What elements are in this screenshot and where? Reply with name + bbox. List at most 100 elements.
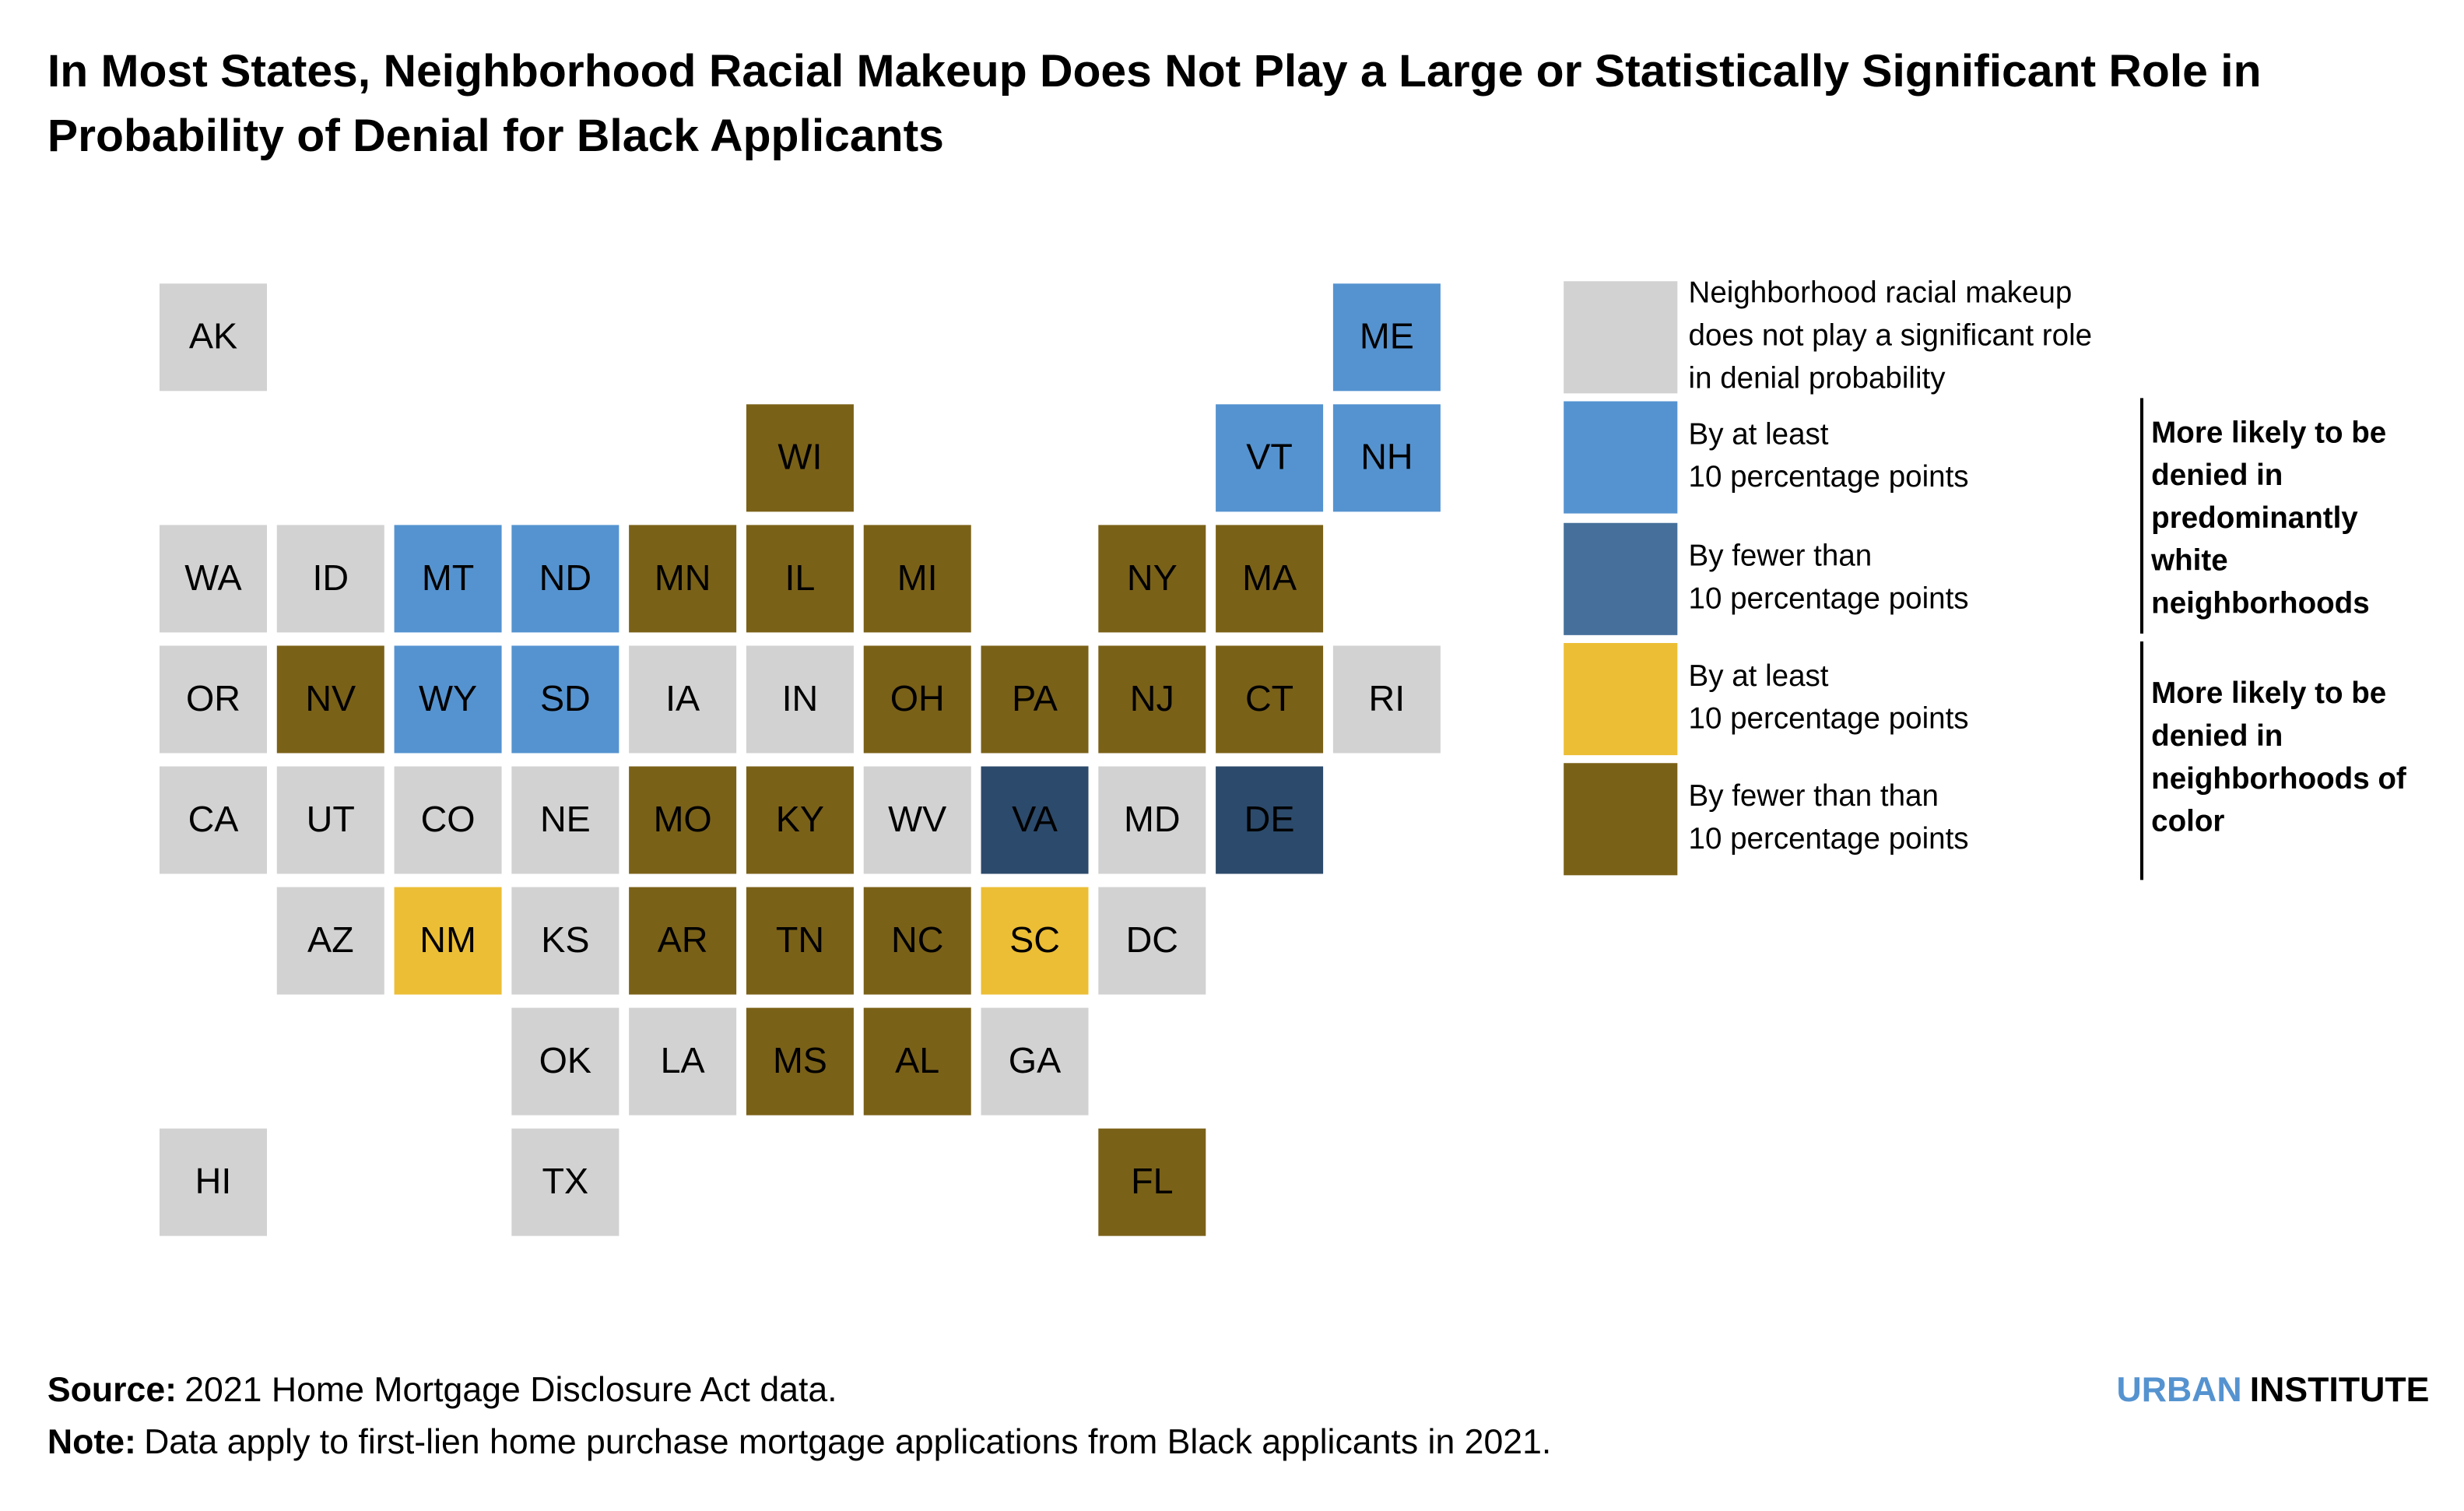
state-label: OH <box>890 678 945 719</box>
state-tile <box>276 645 384 754</box>
state-label: AZ <box>307 919 354 960</box>
state-label: OR <box>186 678 240 719</box>
group-label: predominantly <box>2151 501 2358 535</box>
state-label: OK <box>539 1040 591 1081</box>
state-label: PA <box>1012 678 1058 719</box>
state-label: CT <box>1245 678 1293 719</box>
state-label: MA <box>1242 557 1297 598</box>
source-label: Source: <box>47 1371 177 1409</box>
state-tile <box>629 887 737 995</box>
state-label: NC <box>891 919 943 960</box>
group-label: white <box>2150 544 2228 578</box>
legend-label: 10 percentage points <box>1689 582 1969 615</box>
state-tile <box>863 887 971 995</box>
state-label: KY <box>776 799 824 839</box>
legend-label: By fewer than <box>1689 539 1873 573</box>
source-text: 2021 Home Mortgage Disclosure Act data. <box>184 1371 837 1409</box>
state-label: WY <box>419 678 477 719</box>
state-label: AL <box>895 1040 939 1081</box>
group-label: denied in <box>2151 459 2283 492</box>
title: Probability of Denial for Black Applican… <box>47 111 944 161</box>
state-label: MS <box>773 1040 827 1081</box>
state-tile <box>629 1007 737 1116</box>
state-tile <box>629 766 737 874</box>
state-tile <box>394 525 502 633</box>
state-tile <box>394 645 502 754</box>
state-tile <box>159 645 267 754</box>
state-label: AR <box>658 919 708 960</box>
state-tile <box>159 766 267 874</box>
state-tile <box>1216 766 1324 874</box>
state-tile <box>1332 404 1441 512</box>
state-label: SC <box>1009 919 1060 960</box>
state-label: UT <box>307 799 355 839</box>
state-tile <box>746 645 854 754</box>
state-tile <box>629 525 737 633</box>
state-tile <box>159 1128 267 1236</box>
state-tile <box>981 887 1089 995</box>
state-label: ID <box>312 557 349 598</box>
legend-label: By at least <box>1689 417 1829 451</box>
state-label: NE <box>540 799 591 839</box>
state-tile <box>629 645 737 754</box>
state-label: VA <box>1012 799 1058 839</box>
state-label: WI <box>777 437 822 477</box>
note-text: Data apply to first-lien home purchase m… <box>144 1423 1551 1461</box>
legend-label: 10 percentage points <box>1689 702 1969 736</box>
state-label: MO <box>654 799 712 839</box>
legend-swatch <box>1564 763 1678 876</box>
state-label: IN <box>782 678 819 719</box>
legend-label: 10 percentage points <box>1689 460 1969 494</box>
legend-swatch <box>1564 281 1678 394</box>
state-label: DC <box>1126 919 1178 960</box>
state-tile <box>1332 645 1441 754</box>
state-tile <box>159 283 267 392</box>
state-tile <box>981 645 1089 754</box>
legend-swatch <box>1564 401 1678 514</box>
state-tile <box>276 887 384 995</box>
note: Note: Data apply to first-lien home purch… <box>47 1423 1551 1461</box>
state-tile <box>863 766 971 874</box>
state-tile <box>394 766 502 874</box>
state-label: DE <box>1244 799 1295 839</box>
state-tile <box>981 1007 1089 1116</box>
legend-label: 10 percentage points <box>1689 822 1969 856</box>
legend-label: does not play a significant role <box>1689 318 2093 352</box>
state-tile <box>511 525 620 633</box>
state-label: ME <box>1360 316 1414 357</box>
legend-swatch <box>1564 522 1678 635</box>
state-tile <box>981 766 1089 874</box>
source: Source: 2021 Home Mortgage Disclosure Act… <box>47 1371 837 1409</box>
legend-swatch <box>1564 643 1678 756</box>
state-tile <box>746 766 854 874</box>
state-tile <box>159 525 267 633</box>
logo-second: INSTITUTE <box>2250 1371 2430 1409</box>
state-label: GA <box>1009 1040 1062 1081</box>
state-label: VT <box>1246 437 1293 477</box>
state-tile <box>511 1128 620 1236</box>
state-label: NJ <box>1130 678 1174 719</box>
logo-first: URBAN <box>2116 1371 2241 1409</box>
note-label: Note: <box>47 1423 136 1461</box>
state-tile <box>1098 766 1206 874</box>
state-tile <box>394 887 502 995</box>
state-label: SD <box>540 678 591 719</box>
state-label: NH <box>1360 437 1413 477</box>
legend-label: By at least <box>1689 659 1829 693</box>
state-label: NM <box>419 919 476 960</box>
group-label: More likely to be <box>2151 416 2386 449</box>
state-label: AK <box>189 316 237 357</box>
state-label: CA <box>188 799 240 839</box>
group-label: denied in <box>2151 719 2283 753</box>
state-label: TX <box>542 1161 589 1201</box>
state-label: CO <box>421 799 476 839</box>
state-label: ND <box>539 557 591 598</box>
state-tile <box>1216 525 1324 633</box>
state-tile <box>746 404 854 512</box>
state-label: IL <box>784 557 815 598</box>
state-tile <box>746 1007 854 1116</box>
state-label: WA <box>184 557 242 598</box>
state-tile <box>863 645 971 754</box>
state-tile <box>1098 525 1206 633</box>
